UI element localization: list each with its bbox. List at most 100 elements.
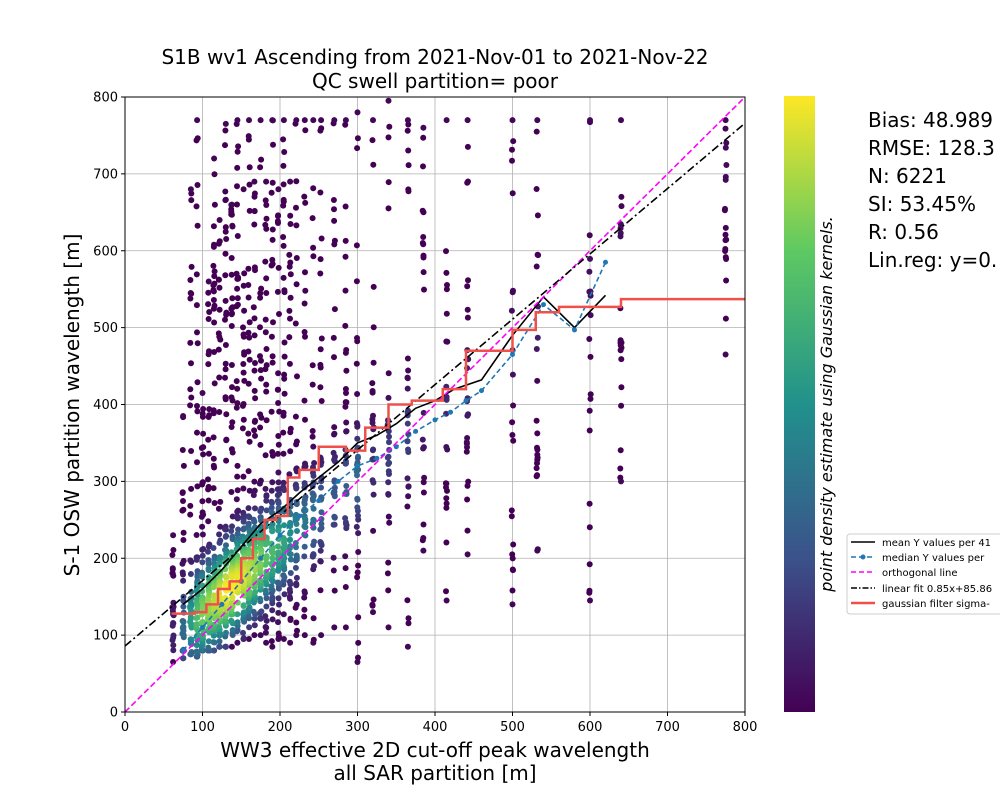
scatter-point — [205, 450, 212, 457]
scatter-point — [170, 642, 177, 649]
scatter-point — [188, 263, 195, 270]
scatter-point — [722, 254, 729, 261]
y-axis-ticks: 0 100 200 300 400 500 600 700 800 — [93, 91, 125, 721]
median-marker — [316, 498, 322, 504]
scatter-point — [509, 146, 515, 153]
scatter-point — [342, 452, 349, 459]
scatter-point — [222, 526, 229, 533]
scatter-point — [206, 406, 213, 413]
scatter-point — [198, 445, 205, 451]
scatter-point — [210, 282, 217, 289]
scatter-point — [369, 380, 376, 387]
median-marker — [180, 648, 186, 653]
scatter-point — [287, 221, 294, 227]
scatter-point — [405, 121, 412, 128]
x-tick-label: 800 — [733, 720, 758, 735]
scatter-point — [419, 436, 426, 443]
scatter-point — [241, 377, 248, 384]
series-line-0 — [182, 294, 607, 606]
scatter-point — [258, 156, 265, 163]
scatter-point — [257, 290, 264, 297]
scatter-point — [286, 586, 293, 593]
scatter-point — [280, 429, 287, 436]
scatter-point — [386, 123, 393, 130]
scatter-point — [239, 402, 246, 409]
scatter-point — [293, 441, 300, 448]
scatter-point — [617, 447, 624, 454]
scatter-point — [280, 479, 287, 486]
scatter-point — [245, 294, 252, 301]
scatter-point — [293, 485, 300, 492]
scatter-point — [275, 433, 282, 439]
scatter-point — [385, 394, 392, 401]
scatter-point — [229, 419, 236, 426]
scatter-point — [245, 380, 252, 387]
scatter-point — [187, 511, 194, 518]
scatter-point — [287, 178, 294, 185]
scatter-point — [263, 507, 270, 514]
scatter-point — [354, 472, 360, 479]
scatter-point — [354, 435, 361, 442]
scatter-point — [276, 601, 282, 608]
scatter-point — [420, 269, 427, 276]
scatter-point — [302, 519, 309, 526]
scatter-point — [229, 536, 236, 543]
scatter-point — [420, 547, 427, 554]
scatter-point — [205, 567, 212, 574]
scatter-point — [420, 241, 427, 248]
scatter-point — [263, 290, 270, 296]
scatter-point — [246, 624, 253, 631]
scatter-point — [194, 403, 200, 409]
scatter-point — [301, 507, 308, 514]
scatter-point — [287, 536, 294, 543]
scatter-point — [222, 396, 229, 403]
scatter-point — [281, 289, 288, 296]
scatter-point — [268, 583, 275, 590]
scatter-point — [318, 520, 325, 527]
scatter-point — [234, 487, 241, 494]
scatter-point — [180, 571, 186, 578]
scatter-point — [269, 353, 276, 360]
series-line-3 — [125, 122, 745, 647]
median-marker — [510, 352, 515, 358]
scatter-point — [280, 274, 287, 281]
scatter-point — [355, 654, 361, 661]
median-marker — [374, 455, 380, 461]
scatter-point — [217, 498, 224, 505]
scatter-point — [464, 283, 471, 290]
scatter-point — [210, 223, 217, 230]
scatter-point — [210, 639, 217, 646]
scatter-point — [281, 375, 288, 382]
scatter-point — [223, 311, 230, 318]
scatter-point — [211, 464, 218, 471]
y-tick-label: 500 — [93, 321, 118, 336]
scatter-point — [206, 309, 213, 315]
scatter-point — [369, 477, 376, 484]
median-marker — [541, 302, 546, 308]
scatter-point — [211, 380, 218, 387]
scatter-point — [251, 315, 258, 322]
scatter-point — [187, 618, 194, 625]
scatter-point — [618, 478, 624, 485]
scatter-point — [228, 528, 235, 534]
scatter-point — [234, 295, 241, 302]
scatter-point — [269, 359, 276, 366]
scatter-point — [275, 609, 282, 616]
scatter-point — [205, 486, 212, 493]
scatter-point — [586, 524, 593, 531]
scatter-point — [245, 505, 252, 512]
scatter-point — [281, 522, 288, 529]
scatter-point — [293, 178, 300, 185]
scatter-point — [292, 320, 299, 327]
scatter-point — [301, 193, 308, 200]
scatter-point — [245, 430, 252, 437]
median-marker — [277, 532, 283, 538]
scatter-point — [211, 319, 218, 326]
scatter-point — [443, 588, 449, 595]
scatter-point — [404, 375, 411, 382]
scatter-point — [228, 489, 235, 495]
scatter-point — [309, 381, 316, 388]
median-marker — [355, 463, 360, 469]
scatter-point — [215, 276, 222, 283]
scatter-point — [269, 452, 276, 459]
